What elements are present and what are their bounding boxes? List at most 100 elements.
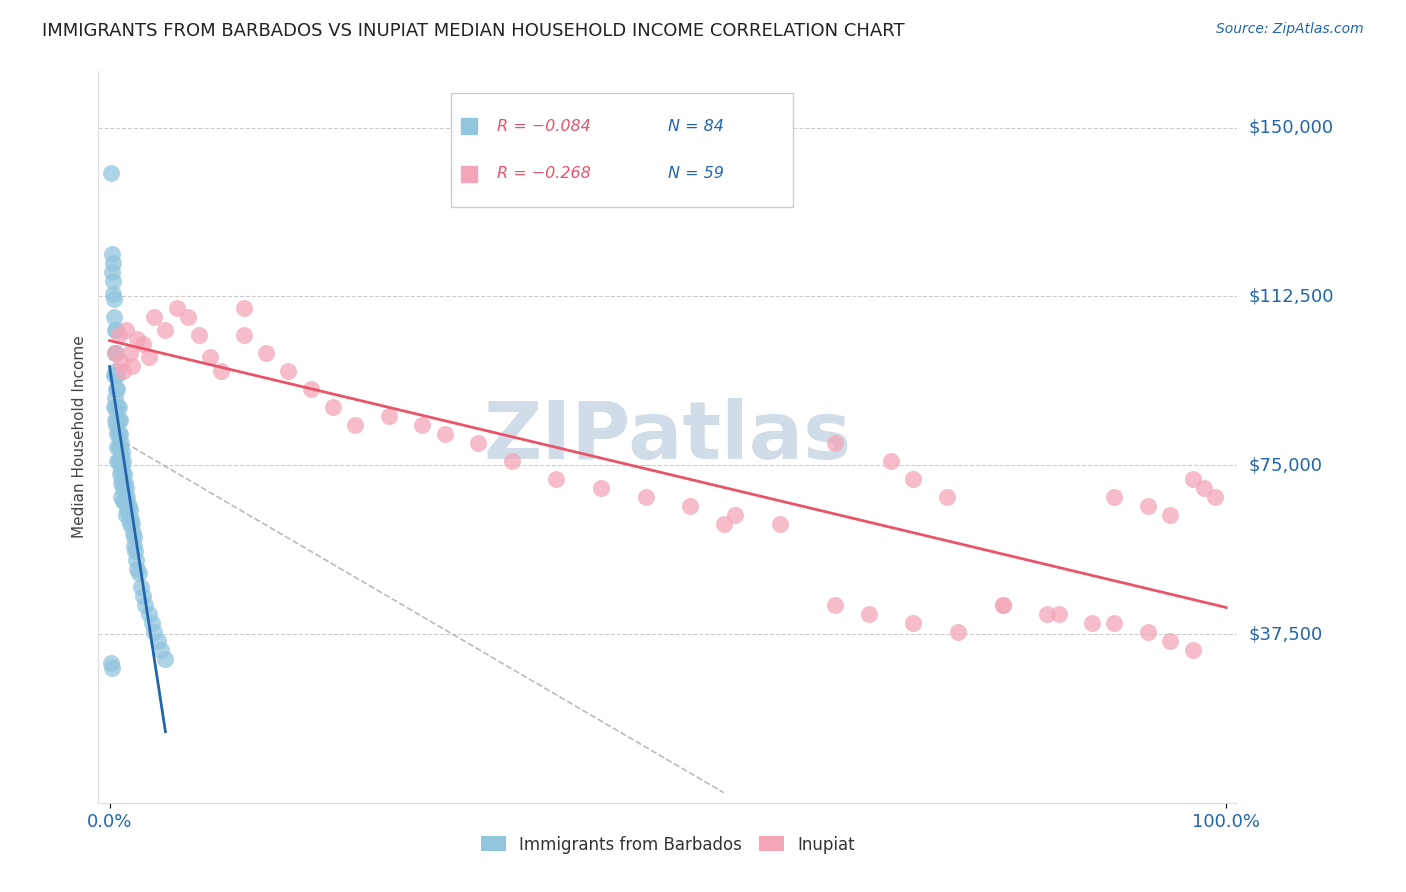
- Point: [232, 301, 254, 315]
- Point: [1159, 633, 1181, 648]
- Point: [103, 310, 125, 324]
- Point: [1181, 472, 1204, 486]
- Point: [108, 426, 131, 441]
- Point: [232, 327, 254, 342]
- Point: [1192, 481, 1215, 495]
- Point: [117, 512, 139, 526]
- Point: [108, 440, 131, 454]
- Point: [903, 472, 925, 486]
- Point: [122, 525, 145, 540]
- Text: N = 59: N = 59: [668, 166, 724, 181]
- Point: [115, 481, 138, 495]
- Point: [111, 472, 134, 486]
- Point: [101, 274, 124, 288]
- Point: [111, 494, 134, 508]
- Point: [105, 417, 128, 432]
- Point: [991, 598, 1014, 612]
- Point: [880, 453, 903, 467]
- Point: [107, 413, 129, 427]
- Point: [322, 400, 344, 414]
- Point: [105, 400, 128, 414]
- Point: [124, 543, 146, 558]
- Point: [122, 530, 145, 544]
- Point: [110, 463, 132, 477]
- Point: [107, 453, 129, 467]
- Point: [132, 336, 155, 351]
- Point: [101, 287, 124, 301]
- Point: [143, 310, 166, 324]
- Point: [589, 481, 612, 495]
- Y-axis label: Median Household Income: Median Household Income: [72, 335, 87, 539]
- Point: [121, 359, 143, 374]
- Point: [155, 652, 177, 666]
- Text: $150,000: $150,000: [1249, 119, 1333, 136]
- Point: [1204, 490, 1226, 504]
- Point: [138, 607, 160, 621]
- Point: [117, 503, 139, 517]
- Point: [117, 490, 139, 504]
- Point: [110, 476, 132, 491]
- Point: [198, 350, 221, 364]
- Point: [104, 391, 127, 405]
- Point: [377, 409, 399, 423]
- Point: [115, 323, 138, 337]
- Point: [546, 472, 568, 486]
- Point: [111, 444, 134, 458]
- Point: [107, 426, 129, 441]
- Point: [110, 435, 132, 450]
- Point: [141, 615, 163, 630]
- Point: [713, 516, 735, 531]
- Point: [254, 345, 277, 359]
- Point: [112, 481, 135, 495]
- Point: [101, 255, 124, 269]
- Point: [946, 624, 969, 639]
- Text: N = 84: N = 84: [668, 119, 724, 134]
- Point: [107, 382, 129, 396]
- Point: [104, 345, 127, 359]
- Point: [1136, 624, 1159, 639]
- Point: [115, 508, 138, 522]
- Point: [110, 449, 132, 463]
- Point: [166, 301, 188, 315]
- Point: [991, 598, 1014, 612]
- Point: [101, 265, 124, 279]
- Point: [114, 490, 136, 504]
- Text: IMMIGRANTS FROM BARBADOS VS INUPIAT MEDIAN HOUSEHOLD INCOME CORRELATION CHART: IMMIGRANTS FROM BARBADOS VS INUPIAT MEDI…: [42, 22, 905, 40]
- Point: [1136, 499, 1159, 513]
- Point: [118, 345, 141, 359]
- Point: [467, 435, 489, 450]
- Point: [127, 562, 149, 576]
- Point: [100, 657, 122, 671]
- FancyBboxPatch shape: [451, 94, 793, 207]
- Point: [104, 413, 127, 427]
- Point: [103, 368, 125, 383]
- Point: [120, 512, 142, 526]
- Point: [107, 426, 129, 441]
- Point: [107, 440, 129, 454]
- Point: [129, 580, 152, 594]
- Point: [111, 481, 134, 495]
- Legend: Immigrants from Barbados, Inupiat: Immigrants from Barbados, Inupiat: [474, 829, 862, 860]
- Point: [143, 624, 166, 639]
- Point: [146, 633, 169, 648]
- Point: [114, 476, 136, 491]
- Text: $112,500: $112,500: [1249, 287, 1334, 305]
- Point: [858, 607, 880, 621]
- Point: [1047, 607, 1070, 621]
- Point: [107, 453, 129, 467]
- Point: [1181, 642, 1204, 657]
- Text: Source: ZipAtlas.com: Source: ZipAtlas.com: [1216, 22, 1364, 37]
- Point: [103, 400, 125, 414]
- Point: [100, 166, 122, 180]
- Text: R = −0.268: R = −0.268: [498, 166, 591, 181]
- Point: [824, 598, 846, 612]
- Point: [824, 435, 846, 450]
- Point: [149, 642, 172, 657]
- Point: [433, 426, 456, 441]
- Point: [1104, 490, 1126, 504]
- Point: [105, 364, 128, 378]
- Point: [105, 323, 128, 337]
- Point: [117, 499, 139, 513]
- Point: [108, 413, 131, 427]
- Point: [111, 453, 134, 467]
